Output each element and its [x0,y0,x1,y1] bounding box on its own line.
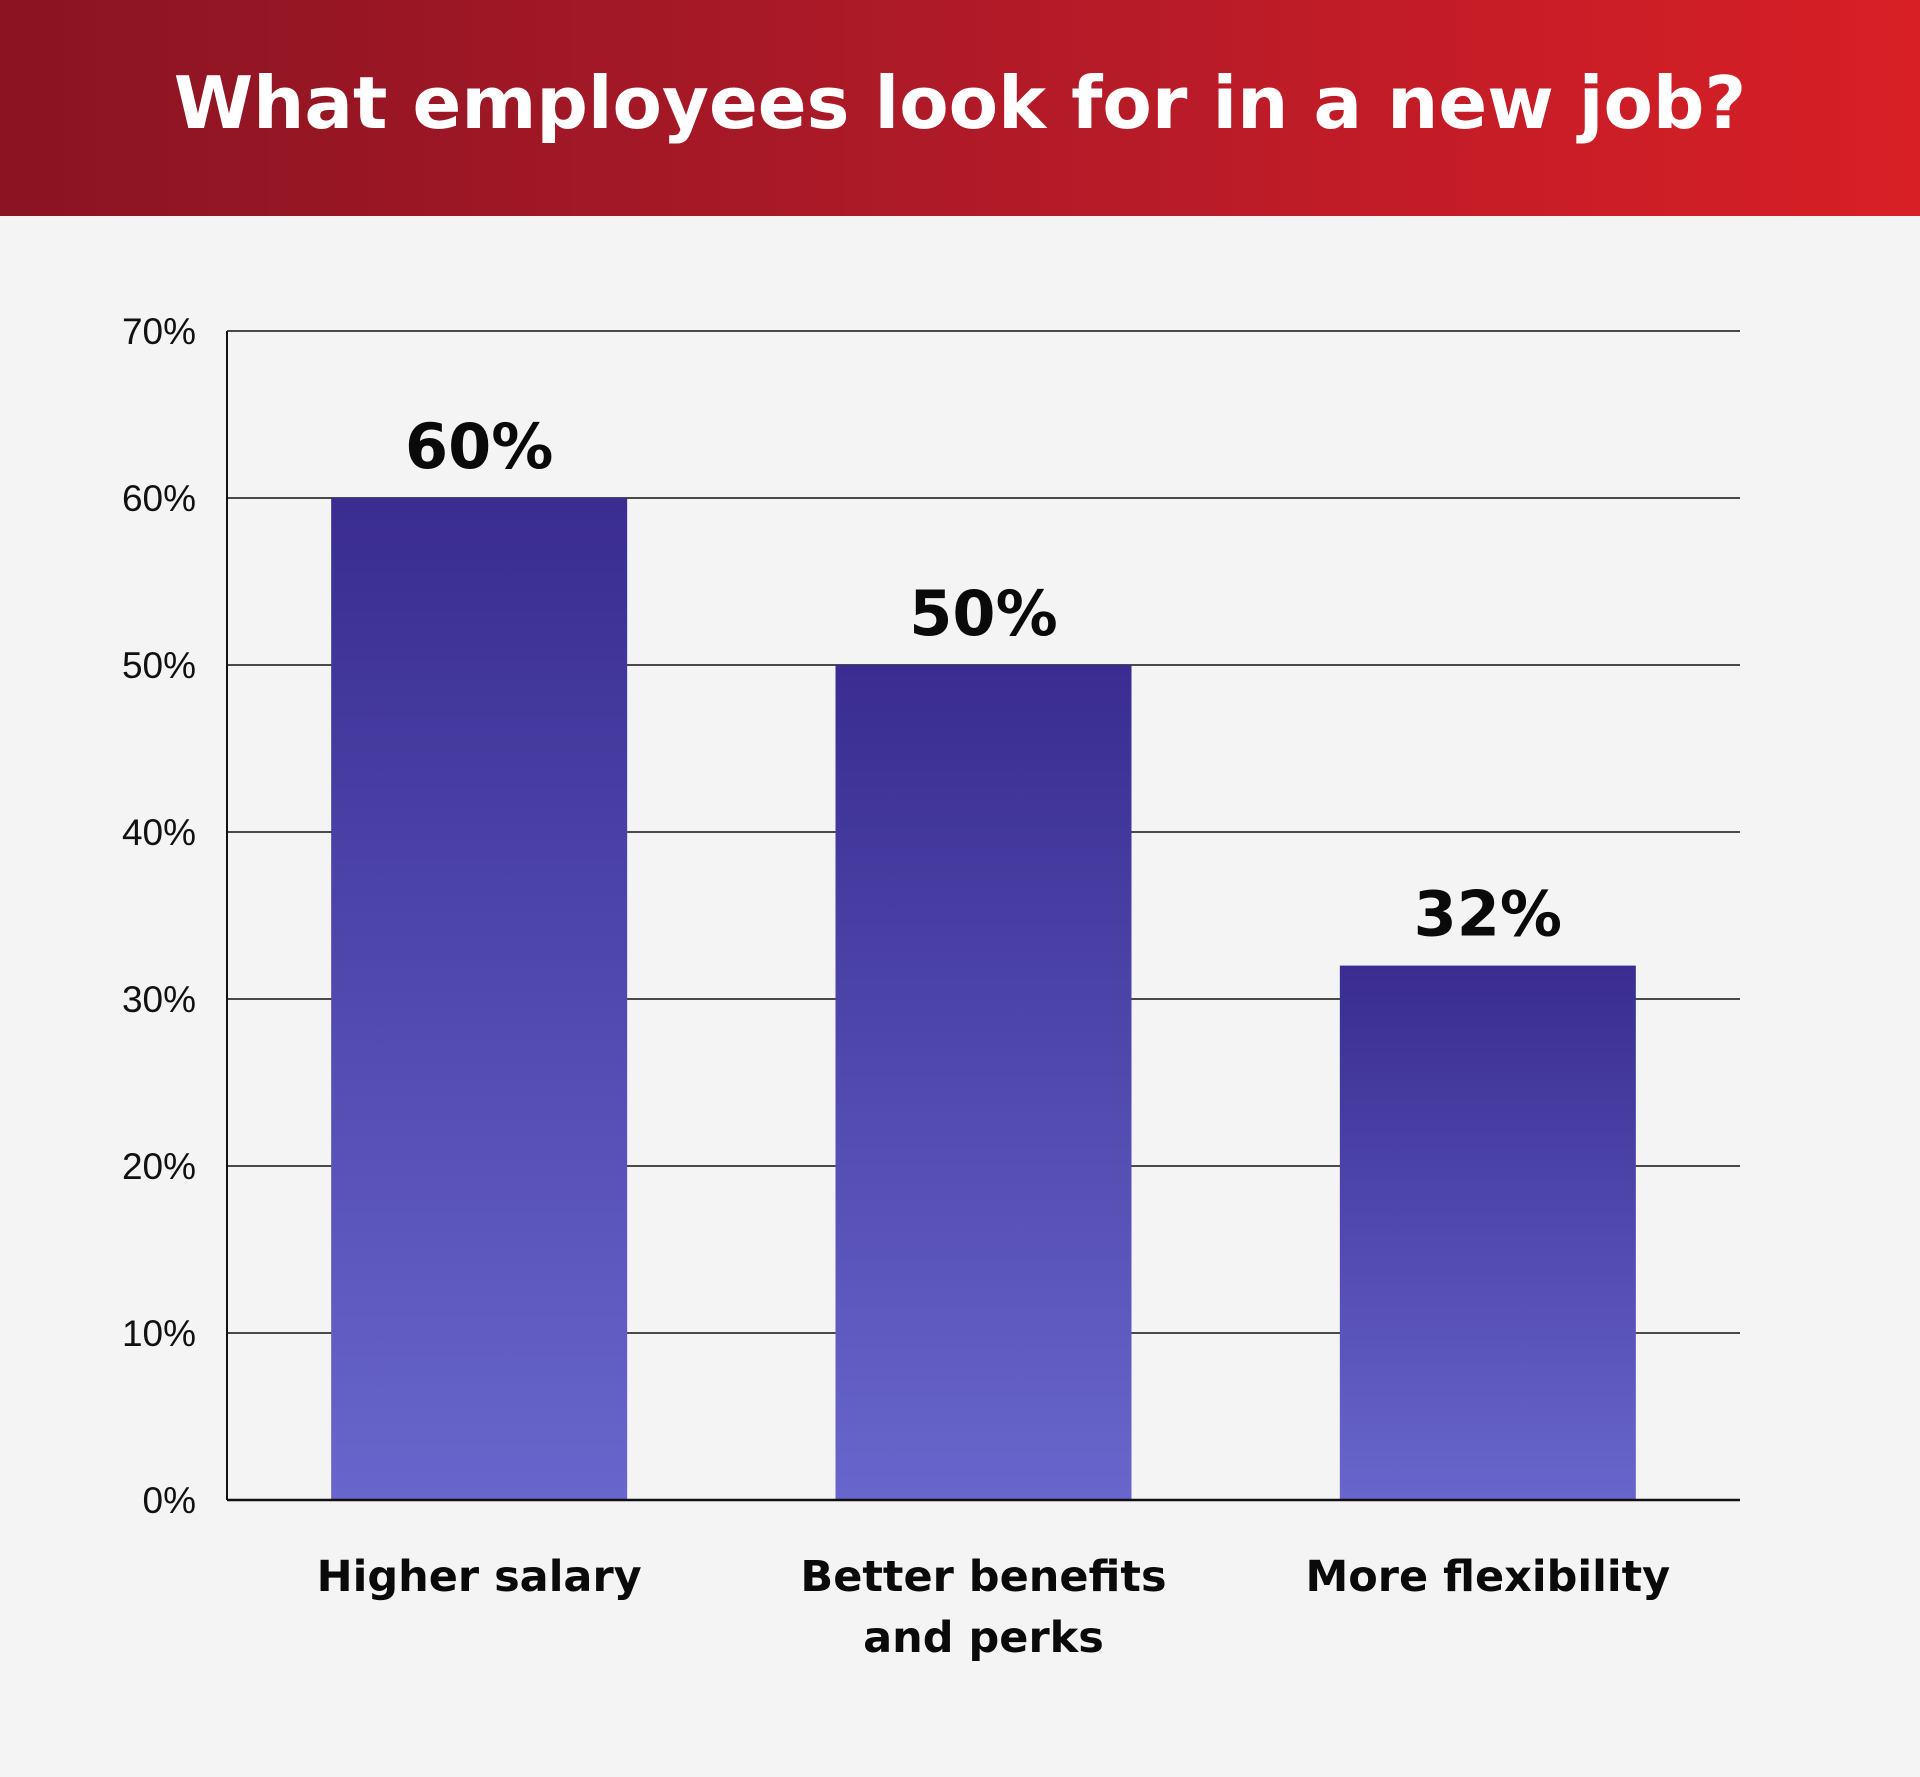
y-tick-label: 50% [122,645,196,686]
bar-value-label: 60% [405,410,553,483]
y-tick-label: 20% [122,1146,196,1187]
y-tick-label: 30% [122,979,196,1020]
chart-header: What employees look for in a new job? [0,0,1920,216]
bar-value-label: 50% [909,577,1057,650]
y-tick-label: 70% [122,311,196,352]
chart-title: What employees look for in a new job? [173,61,1747,145]
x-category-label: More flexibility [1305,1552,1670,1602]
y-tick-label: 10% [122,1313,196,1354]
bars [331,498,1636,1500]
y-tick-label: 60% [122,478,196,519]
value-labels: 60% 50% 32% [405,410,1562,951]
y-tick-label: 40% [122,812,196,853]
category-labels: Higher salary Better benefits and perks Mor… [317,1552,1671,1663]
x-category-label: Better benefits [800,1552,1166,1602]
x-category-label: and perks [863,1613,1104,1663]
bar-value-label: 32% [1414,878,1562,951]
bar [835,665,1132,1500]
axes [226,331,1740,1502]
x-category-label: Higher salary [317,1552,642,1602]
y-axis-tick-labels: 0% 10% 20% 30% 40% 50% 60% 70% [122,311,196,1521]
bar [1339,965,1636,1500]
y-tick-label: 0% [143,1480,196,1521]
bar [331,498,628,1500]
